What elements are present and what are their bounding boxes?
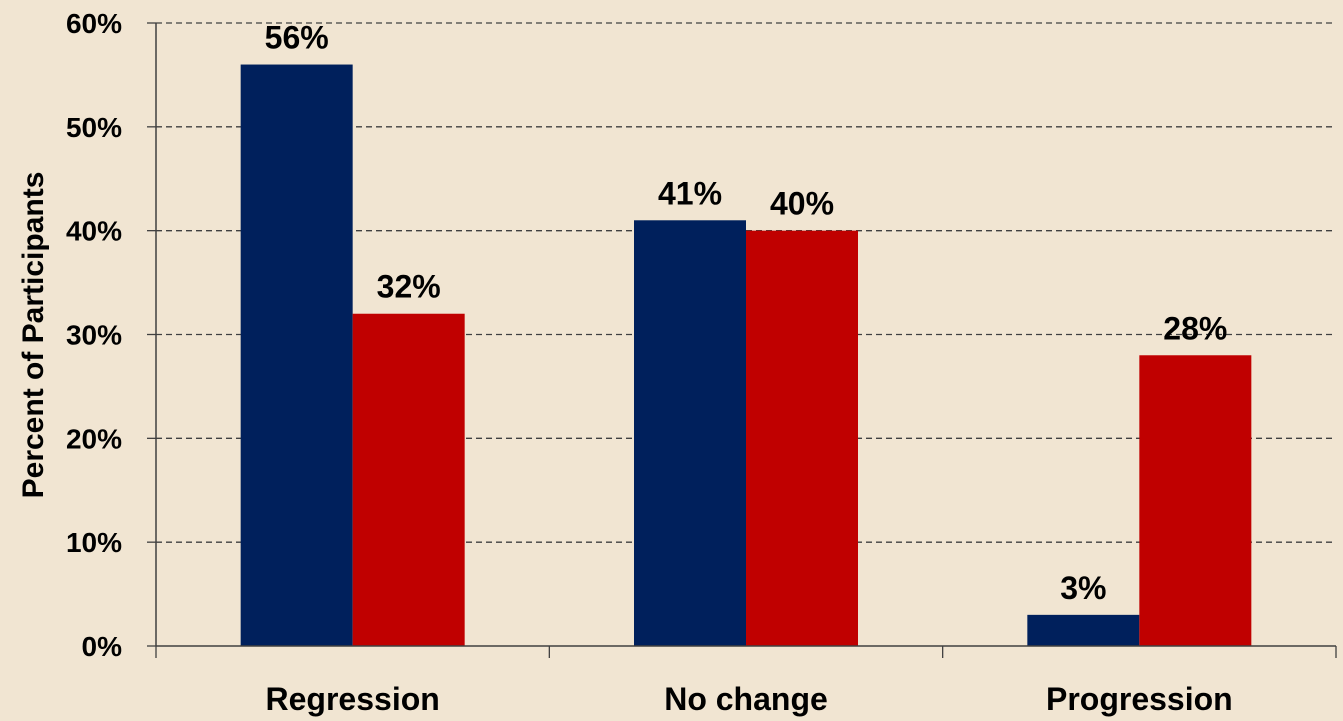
bar-1-progression <box>1027 614 1140 646</box>
data-label: 32% <box>377 269 441 305</box>
data-label: 41% <box>658 175 722 211</box>
y-tick-label: 50% <box>66 112 122 143</box>
y-tick-label: 10% <box>66 527 122 558</box>
bars <box>240 64 1252 647</box>
data-label: 56% <box>265 20 329 56</box>
y-tick-label: 20% <box>66 423 122 454</box>
y-tick-label: 0% <box>82 631 123 662</box>
y-tick-label: 60% <box>66 8 122 39</box>
y-axis-title: Percent of Participants <box>17 172 50 499</box>
data-label: 3% <box>1060 570 1106 606</box>
bar-2-no-change <box>746 230 858 646</box>
x-category-label: Progression <box>1046 681 1233 717</box>
y-tick-label: 40% <box>66 216 122 247</box>
bar-1-regression <box>240 64 353 647</box>
labels: 0% 10% 20% 30% 40% 50% 60% 56% 32% Regression 41% 4… <box>66 8 1233 717</box>
y-tick-label: 30% <box>66 320 122 351</box>
x-category-label: Regression <box>266 681 440 717</box>
data-label: 40% <box>770 186 834 222</box>
x-category-label: No change <box>664 681 828 717</box>
bar-1-no-change <box>634 220 746 647</box>
bar-2-progression <box>1139 355 1252 646</box>
data-label: 28% <box>1163 310 1227 346</box>
bar-2-regression <box>352 313 465 646</box>
axes <box>147 22 1337 658</box>
